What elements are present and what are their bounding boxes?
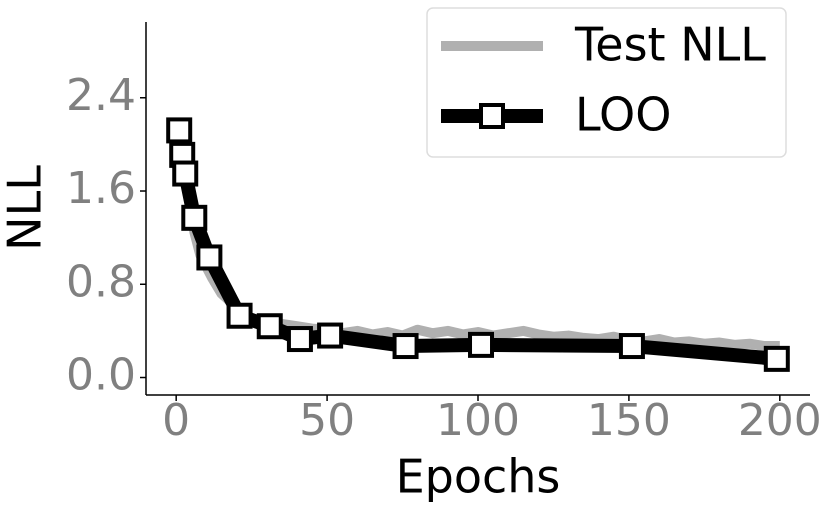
point-marker bbox=[172, 160, 199, 187]
point-marker bbox=[468, 331, 495, 358]
point-marker bbox=[392, 333, 419, 360]
legend-label: LOO bbox=[575, 88, 671, 142]
legend-label: Test NLL bbox=[574, 18, 766, 72]
x-tick-label: 50 bbox=[299, 395, 355, 446]
x-tick-label: 100 bbox=[436, 395, 520, 446]
point-marker bbox=[618, 333, 645, 360]
y-tick-label: 0.0 bbox=[66, 350, 136, 401]
point-marker bbox=[226, 302, 253, 329]
x-tick-label: 0 bbox=[162, 395, 190, 446]
point-marker bbox=[286, 326, 313, 353]
point-marker bbox=[763, 345, 790, 372]
point-marker bbox=[196, 244, 223, 271]
y-tick-label: 1.6 bbox=[66, 163, 136, 214]
y-tick-label: 2.4 bbox=[66, 70, 136, 121]
legend-marker bbox=[479, 103, 505, 129]
x-tick-label: 150 bbox=[587, 395, 671, 446]
x-axis-label: Epochs bbox=[396, 450, 561, 504]
y-axis-label: NLL bbox=[0, 165, 52, 251]
y-tick-label: 0.8 bbox=[66, 256, 136, 307]
point-marker bbox=[181, 204, 208, 231]
point-marker bbox=[317, 322, 344, 349]
x-tick-label: 200 bbox=[738, 395, 822, 446]
point-marker bbox=[256, 313, 283, 340]
point-marker bbox=[166, 117, 193, 144]
